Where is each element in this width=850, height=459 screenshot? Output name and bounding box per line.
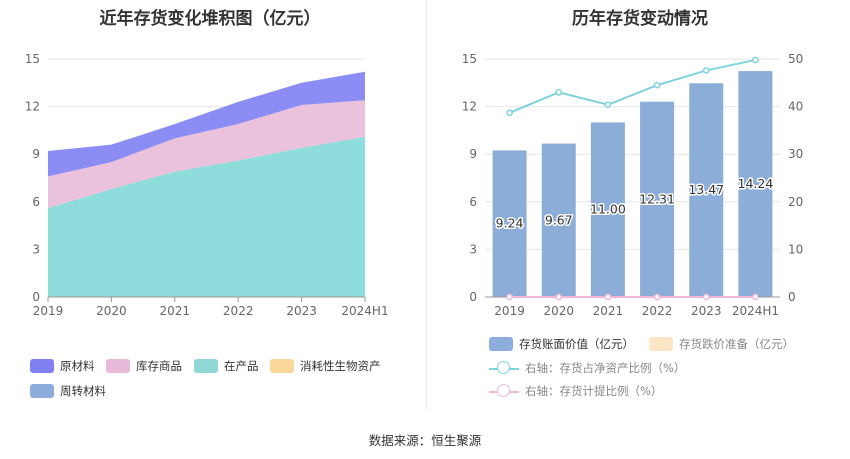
line-point — [555, 293, 563, 301]
y-tick-label: 6 — [32, 195, 40, 209]
line-series — [509, 58, 756, 114]
x-tick-label: 2021 — [593, 304, 624, 318]
x-tick-label: 2020 — [543, 304, 574, 318]
x-tick-label: 2022 — [642, 304, 673, 318]
area-series-库存商品 — [48, 100, 365, 209]
x-tick-label: 2021 — [160, 304, 191, 318]
legend-label: 在产品 — [224, 359, 259, 373]
legend-line-marker — [489, 361, 519, 375]
bar — [541, 143, 576, 297]
x-tick-label: 2024H1 — [732, 304, 779, 318]
line-point — [604, 101, 612, 109]
bar — [640, 101, 675, 297]
bar — [689, 83, 724, 297]
legend-label: 存货账面价值（亿元） — [519, 337, 634, 351]
y-right-tick-label: 50 — [788, 52, 803, 66]
y-right-tick-label: 10 — [788, 242, 803, 256]
bar — [590, 122, 625, 297]
legend-item-net-asset-ratio[interactable]: 右轴：存货占净资产比例（%） — [489, 360, 685, 376]
legend-swatch — [30, 384, 54, 398]
y-left-tick-label: 15 — [462, 52, 477, 66]
right-chart-title: 历年存货变动情况 — [572, 9, 708, 29]
y-tick-label: 9 — [32, 147, 40, 161]
legend-swatch — [489, 337, 513, 351]
y-right-tick-label: 40 — [788, 100, 803, 114]
legend-item-finished-goods[interactable]: 库存商品 — [106, 358, 182, 374]
legend-swatch — [194, 359, 218, 373]
area-series-在产品 — [48, 136, 365, 297]
legend-label: 右轴：存货占净资产比例（%） — [525, 361, 686, 375]
bar-data-label: 12.31 — [639, 191, 675, 206]
bar — [492, 150, 527, 297]
legend-label: 库存商品 — [136, 359, 182, 373]
legend-swatch — [30, 359, 54, 373]
y-tick-label: 15 — [25, 52, 40, 66]
y-right-tick-label: 20 — [788, 195, 803, 209]
x-tick-label: 2023 — [691, 304, 722, 318]
area-series-原材料 — [48, 71, 365, 177]
panel-divider — [426, 0, 427, 410]
bar-data-label: 11.00 — [590, 202, 626, 217]
bar-data-label: 14.24 — [738, 176, 774, 191]
line-point — [752, 293, 759, 301]
bar-line-chart: 0 3 6 9 12 15 0 10 20 30 40 50 9.24 9.67 11.00 12.31 13.… — [462, 52, 804, 318]
bar-data-label: 9.24 — [496, 216, 524, 231]
line-point — [506, 293, 513, 301]
line-point — [752, 56, 759, 64]
line-point — [653, 293, 661, 301]
bar — [738, 71, 773, 297]
x-tick-label: 2024H1 — [341, 304, 388, 318]
x-tick-label: 2019 — [33, 304, 64, 318]
line-point — [702, 67, 710, 74]
line-point — [555, 88, 563, 96]
legend-item-inventory-value[interactable]: 存货账面价值（亿元） — [489, 336, 634, 352]
line-point — [653, 81, 661, 89]
bar-data-label: 9.67 — [545, 212, 573, 227]
legend-item-raw-materials[interactable]: 原材料 — [30, 358, 95, 374]
legend-item-wip[interactable]: 在产品 — [194, 358, 259, 374]
left-chart-title: 近年存货变化堆积图（亿元） — [99, 9, 321, 29]
y-left-tick-label: 12 — [462, 100, 477, 114]
x-tick-label: 2023 — [286, 304, 317, 318]
legend-label: 原材料 — [60, 359, 95, 373]
x-tick-label: 2020 — [96, 304, 127, 318]
line-point — [702, 293, 710, 301]
legend-swatch — [106, 359, 130, 373]
line-point — [506, 109, 513, 117]
legend-item-biological-assets[interactable]: 消耗性生物资产 — [270, 358, 381, 374]
legend-item-turnover-materials[interactable]: 周转材料 — [30, 383, 106, 399]
legend-item-impairment[interactable]: 存货跌价准备（亿元） — [649, 336, 794, 352]
legend-item-provision-ratio[interactable]: 右轴：存货计提比例（%） — [489, 383, 662, 399]
legend-label: 消耗性生物资产 — [300, 359, 381, 373]
x-tick-label: 2019 — [494, 304, 525, 318]
y-left-tick-label: 0 — [469, 290, 477, 304]
y-left-tick-label: 9 — [469, 147, 477, 161]
y-left-tick-label: 6 — [469, 195, 477, 209]
y-tick-label: 3 — [32, 242, 40, 256]
data-source-note: 数据来源：恒生聚源 — [368, 433, 482, 448]
legend-swatch — [270, 359, 294, 373]
y-left-tick-label: 3 — [469, 242, 477, 256]
legend-label: 存货跌价准备（亿元） — [679, 337, 794, 351]
y-right-tick-label: 0 — [788, 290, 796, 304]
legend-swatch — [649, 337, 673, 351]
y-tick-label: 12 — [25, 100, 40, 114]
legend-label: 周转材料 — [60, 384, 106, 398]
y-right-tick-label: 30 — [788, 147, 803, 161]
bar-data-label: 13.47 — [688, 182, 724, 197]
y-tick-label: 0 — [32, 290, 40, 304]
x-tick-label: 2022 — [223, 304, 254, 318]
line-point — [604, 293, 612, 301]
legend-label: 右轴：存货计提比例（%） — [525, 384, 663, 398]
stacked-area-chart: 0 3 6 9 12 15 2019 2020 2021 2022 2023 2024H1 — [25, 52, 389, 318]
legend-line-marker — [489, 384, 519, 398]
